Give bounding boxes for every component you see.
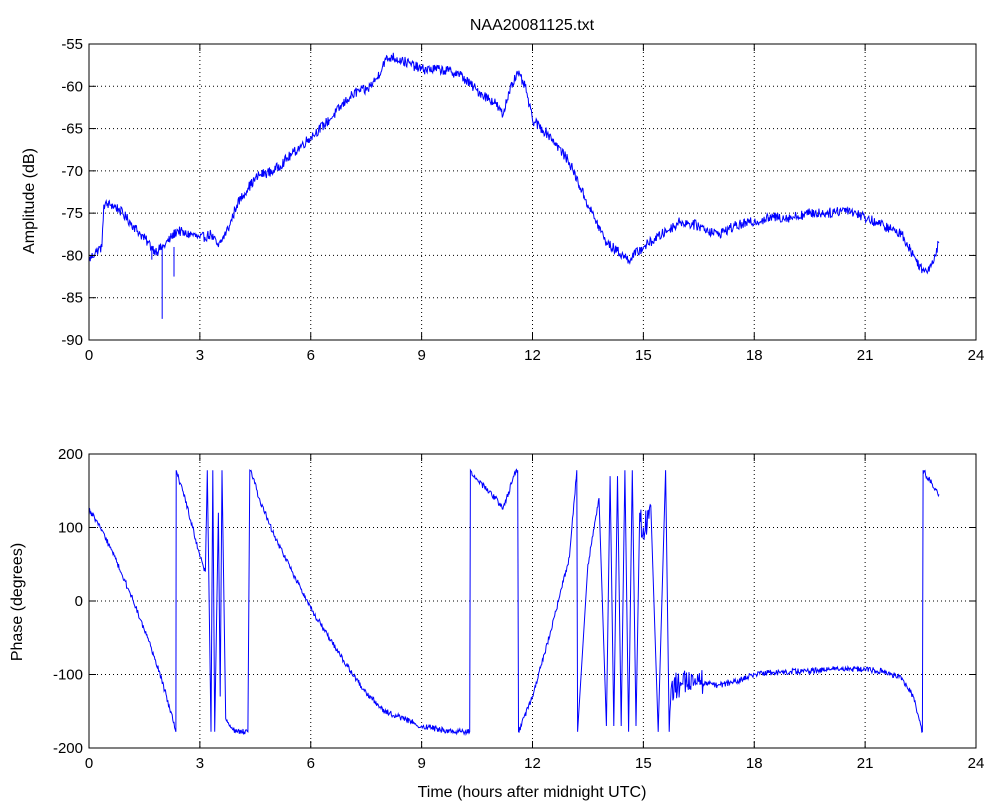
amplitude-y-axis-label: Amplitude (dB) bbox=[21, 148, 38, 254]
amplitude-y-tick-label: -55 bbox=[61, 36, 83, 53]
phase-y-axis-label: Phase (degrees) bbox=[9, 543, 26, 661]
amplitude-x-tick-label: 15 bbox=[635, 347, 652, 364]
amplitude-x-tick-label: 21 bbox=[857, 347, 874, 364]
phase-x-tick-label: 15 bbox=[635, 755, 652, 772]
amplitude-x-tick-label: 6 bbox=[307, 347, 315, 364]
amplitude-x-tick-label: 0 bbox=[85, 347, 93, 364]
amplitude-y-tick-label: -90 bbox=[61, 332, 83, 349]
phase-x-tick-label: 21 bbox=[857, 755, 874, 772]
phase-axes: 0 3 6 9 12 15 18 21 24 -200 -100 0 100 200 bbox=[53, 446, 984, 772]
amplitude-y-tick-label: -60 bbox=[61, 78, 83, 95]
amplitude-y-tick-label: -65 bbox=[61, 121, 83, 138]
phase-y-tick-label: -200 bbox=[53, 740, 83, 757]
amplitude-y-tick-label: -75 bbox=[61, 205, 83, 222]
phase-y-tick-label: 100 bbox=[58, 520, 83, 537]
amplitude-y-tick-label: -85 bbox=[61, 290, 83, 307]
amplitude-x-tick-label: 18 bbox=[746, 347, 763, 364]
phase-x-tick-label: 6 bbox=[307, 755, 315, 772]
phase-x-axis-label: Time (hours after midnight UTC) bbox=[418, 784, 647, 801]
phase-y-tick-label: -100 bbox=[53, 667, 83, 684]
phase-series-line bbox=[88, 468, 940, 737]
phase-y-tick-label: 0 bbox=[75, 593, 83, 610]
chart-title: NAA20081125.txt bbox=[470, 17, 595, 34]
amplitude-x-tick-label: 3 bbox=[196, 347, 204, 364]
phase-x-tick-label: 12 bbox=[524, 755, 541, 772]
amplitude-x-tick-label: 12 bbox=[524, 347, 541, 364]
phase-x-tick-label: 24 bbox=[968, 755, 985, 772]
phase-x-tick-label: 0 bbox=[85, 755, 93, 772]
amplitude-series-line bbox=[88, 52, 940, 275]
amplitude-y-tick-label: -80 bbox=[61, 247, 83, 264]
phase-x-tick-label: 9 bbox=[417, 755, 425, 772]
phase-x-tick-label: 3 bbox=[196, 755, 204, 772]
amplitude-y-tick-label: -70 bbox=[61, 163, 83, 180]
amplitude-x-tick-label: 9 bbox=[417, 347, 425, 364]
phase-x-tick-label: 18 bbox=[746, 755, 763, 772]
amplitude-x-tick-label: 24 bbox=[968, 347, 985, 364]
phase-y-tick-label: 200 bbox=[58, 446, 83, 463]
amplitude-axes: 0 3 6 9 12 15 18 21 24 -90 -85 -80 -75 -70 -65 -60 -55 bbox=[61, 36, 984, 364]
